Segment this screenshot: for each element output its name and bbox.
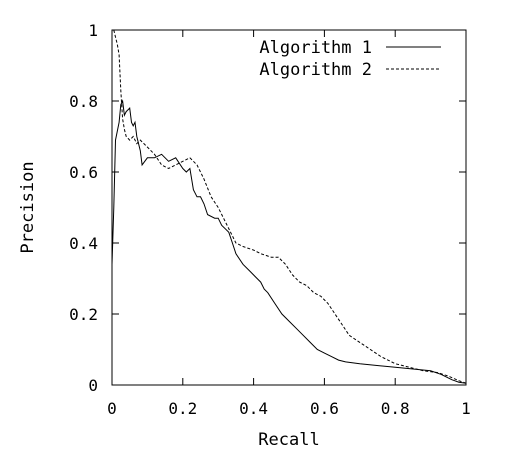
y-tick-label: 0.6	[69, 163, 98, 182]
legend-label-algorithm-2: Algorithm 2	[259, 60, 372, 80]
x-axis-label: Recall	[258, 430, 319, 450]
x-tick-label: 0.4	[239, 399, 268, 418]
x-tick-labels: 0 0.2 0.4 0.6 0.8 1	[107, 399, 471, 418]
y-tick-labels: 0 0.2 0.4 0.6 0.8 1	[69, 21, 98, 395]
y-tick-label: 0.8	[69, 92, 98, 111]
y-tick-label: 0.4	[69, 234, 98, 253]
legend: Algorithm 1 Algorithm 2	[259, 38, 441, 80]
x-tick-label: 0	[107, 399, 117, 418]
series-line-1	[111, 99, 467, 384]
series-lines	[111, 29, 467, 384]
x-tick-label: 0.2	[168, 399, 197, 418]
y-tick-label: 0.2	[69, 305, 98, 324]
series-line-2	[113, 29, 467, 384]
axis-ticks	[111, 29, 467, 386]
x-tick-label: 0.8	[381, 399, 410, 418]
x-tick-label: 0.6	[310, 399, 339, 418]
y-tick-label: 1	[88, 21, 98, 40]
y-tick-label: 0	[88, 376, 98, 395]
y-axis-label: Precision	[18, 161, 38, 253]
x-tick-label: 1	[461, 399, 471, 418]
plot-frame	[111, 29, 467, 386]
legend-label-algorithm-1: Algorithm 1	[259, 38, 372, 58]
